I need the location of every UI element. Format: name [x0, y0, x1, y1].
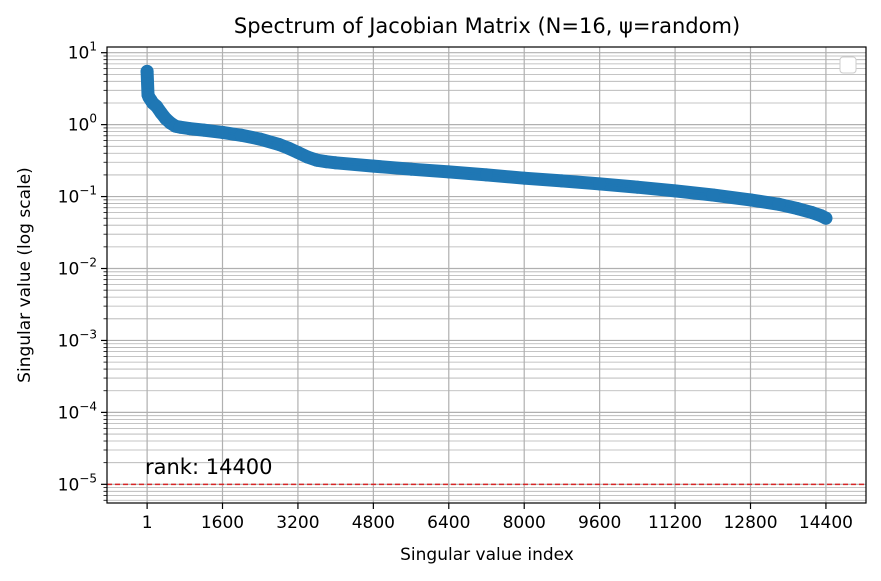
data-point: [197, 123, 211, 137]
data-point: [140, 64, 154, 78]
chart-title: Spectrum of Jacobian Matrix (N=16, ψ=ran…: [234, 14, 740, 38]
data-point: [234, 128, 248, 142]
data-point: [253, 132, 267, 146]
x-tick-label: 1600: [201, 513, 244, 533]
x-axis-label: Singular value index: [400, 545, 574, 565]
data-point: [480, 168, 493, 182]
data-point: [593, 177, 607, 191]
data-point: [442, 165, 456, 179]
data-point: [668, 184, 682, 198]
x-tick-label: 3200: [276, 513, 319, 533]
data-point: [744, 193, 757, 207]
x-tick-label: 11200: [648, 513, 702, 533]
y-tick-label: 10−5: [58, 471, 97, 495]
y-tick-label: 100: [68, 112, 97, 136]
y-axis-label: Singular value (log scale): [15, 167, 35, 383]
y-tick-label: 10−4: [58, 399, 97, 423]
data-point: [183, 122, 196, 136]
axes: [106, 46, 867, 504]
x-tick-label: 4800: [352, 513, 395, 533]
x-tick-label: 1: [142, 513, 153, 533]
y-tick-label: 101: [68, 40, 97, 64]
data-point: [819, 211, 833, 225]
data-point: [329, 156, 343, 170]
data-point: [319, 155, 333, 169]
data-point: [555, 174, 569, 188]
data-point: [630, 180, 644, 194]
rank-annotation: rank: 14400: [145, 455, 273, 479]
y-tick-label: 10−2: [58, 256, 97, 280]
x-tick-label: 8000: [503, 513, 546, 533]
y-tick-label: 10−1: [58, 184, 97, 208]
y-axis-ticks: 10−5 10−4 10−3 10−2 10−1 100 101: [58, 40, 107, 501]
data-point: [404, 162, 418, 176]
data-point: [517, 171, 531, 185]
x-tick-label: 14400: [799, 513, 853, 533]
data-point: [216, 125, 229, 139]
y-tick-label: 10−3: [58, 327, 97, 351]
data-point: [772, 197, 786, 211]
data-point: [791, 202, 805, 216]
data-point: [706, 188, 720, 202]
x-tick-label: 9600: [578, 513, 621, 533]
legend-box: [839, 56, 857, 74]
x-tick-label: 6400: [427, 513, 470, 533]
data-point: [366, 159, 380, 173]
x-axis-ticks: 1 1600 3200 4800 6400 8000 9600 11200 12800 14400: [142, 503, 853, 533]
plot-frame: [106, 46, 867, 504]
x-tick-label: 12800: [723, 513, 777, 533]
data-series: [140, 64, 833, 225]
